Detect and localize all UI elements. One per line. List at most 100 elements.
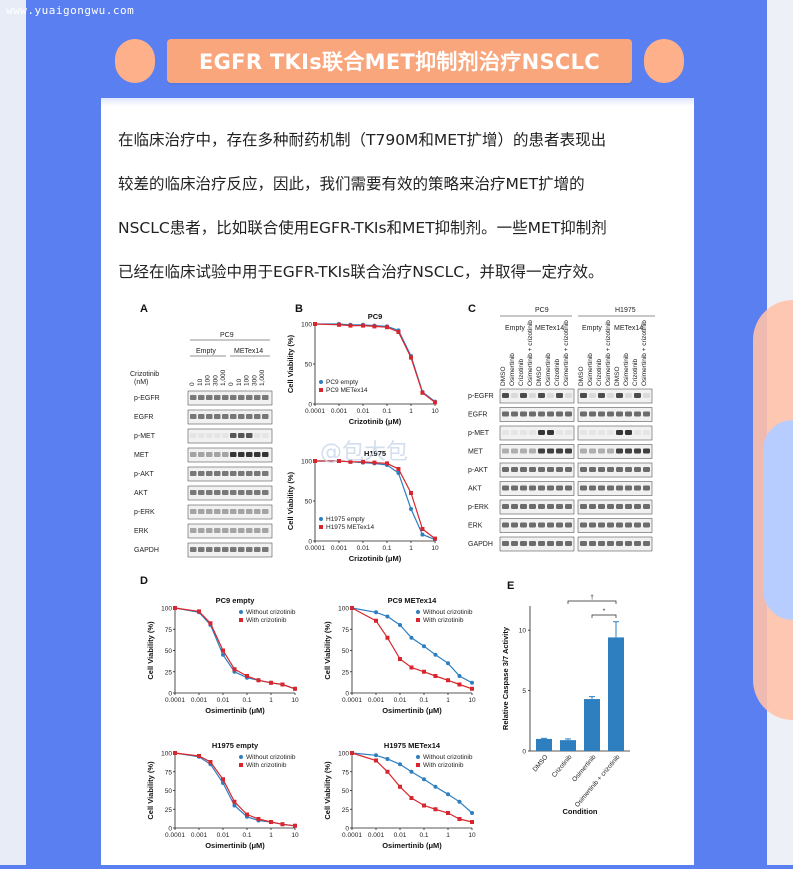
data-point — [245, 674, 249, 678]
data-point — [398, 784, 402, 789]
blot-band — [246, 490, 253, 495]
blot-band — [520, 411, 527, 417]
data-point — [422, 644, 426, 649]
card-top-shade — [101, 98, 694, 106]
x-tick-label: 0.1 — [419, 832, 428, 839]
treatment-label: DMSO — [500, 367, 507, 387]
x-tick-label: Osimertinib + crizotinib — [574, 754, 622, 809]
blot-label: p-EGFR — [468, 393, 494, 400]
data-point — [457, 817, 462, 821]
blot-band — [254, 528, 261, 533]
blot-label: p-MET — [134, 433, 156, 440]
data-point — [385, 614, 390, 619]
y-tick-label: 25 — [342, 807, 350, 814]
blot-band — [607, 448, 614, 454]
blot-band — [246, 414, 253, 419]
blot-band — [529, 430, 536, 435]
treatment-label: Osimertinib + crizotinib — [605, 320, 612, 386]
series-line — [351, 752, 473, 814]
blot-band — [529, 393, 536, 398]
y-axis-label: Cell Viability (%) — [323, 621, 332, 680]
blot-band — [206, 547, 213, 552]
x-tick-label: 0.01 — [217, 832, 230, 839]
blot-band — [520, 467, 527, 472]
series-line — [315, 460, 436, 540]
bar — [560, 740, 576, 751]
blot-band — [529, 504, 536, 509]
data-point — [232, 803, 237, 808]
data-point — [470, 680, 474, 685]
blot-band — [598, 504, 605, 509]
blot-band — [547, 522, 554, 528]
dose-tick: 100 — [244, 375, 251, 386]
x-tick-label: 0.0001 — [165, 697, 185, 704]
x-tick-label: 1 — [269, 832, 273, 839]
blot-band — [625, 522, 632, 528]
blot-band — [643, 541, 650, 546]
blot-band — [254, 452, 261, 457]
blot-band — [520, 485, 527, 491]
blot-band — [529, 541, 536, 546]
blot-band — [580, 522, 587, 528]
blot-band — [502, 541, 509, 546]
blot-band — [634, 411, 641, 417]
blot-band — [214, 547, 221, 552]
y-tick-label: 50 — [342, 648, 350, 655]
data-point — [313, 459, 317, 463]
blot-band — [238, 471, 245, 476]
blot-band — [634, 485, 641, 491]
data-point — [433, 674, 438, 678]
data-point — [280, 682, 285, 687]
legend-label: PC9 empty — [326, 379, 359, 386]
blot-band — [262, 509, 269, 514]
blot-band — [206, 528, 213, 533]
x-axis-label: Crizotinib (μM) — [349, 554, 402, 563]
blot-band — [230, 414, 237, 419]
panel-letter-e: E — [507, 580, 514, 592]
data-point — [422, 803, 426, 808]
blot-label: AKT — [134, 490, 148, 497]
data-point — [197, 754, 201, 758]
blot-band — [520, 430, 527, 435]
data-point — [208, 760, 213, 764]
x-tick-label: 0.001 — [368, 832, 385, 839]
blot-band — [607, 504, 614, 509]
blot-band — [643, 411, 650, 417]
y-tick-label: 25 — [165, 807, 173, 814]
dose-tick: 10 — [236, 378, 243, 386]
legend-label: Without crizotinib — [246, 609, 296, 616]
blot-band — [230, 452, 237, 457]
data-point — [470, 820, 474, 824]
blot-band — [206, 471, 213, 476]
blot-band — [529, 411, 536, 417]
dose-unit: (nM) — [134, 379, 148, 386]
group-label: METex14 — [614, 325, 643, 332]
bar — [584, 699, 600, 751]
data-point — [256, 678, 261, 683]
data-point — [385, 769, 390, 774]
x-tick-label: 0.001 — [331, 408, 348, 415]
blot-band — [607, 393, 614, 398]
x-axis-label: Osimertinib (μM) — [382, 841, 442, 850]
blot-frame — [499, 388, 575, 404]
data-point — [361, 323, 365, 328]
blot-band — [254, 414, 261, 419]
blot-band — [511, 485, 518, 491]
blot-band — [206, 490, 213, 495]
blot-band — [625, 393, 632, 398]
blot-band — [511, 448, 518, 454]
group-label: Empty — [582, 325, 602, 332]
blot-band — [634, 430, 641, 435]
y-tick-label: 50 — [165, 648, 173, 655]
x-tick-label: 10 — [431, 408, 439, 415]
legend-marker — [239, 763, 243, 767]
legend-label: Without crizotinib — [246, 754, 296, 761]
data-point — [398, 623, 402, 627]
y-tick-label: 100 — [338, 606, 349, 613]
data-point — [245, 812, 249, 817]
data-point — [293, 686, 297, 691]
blot-band — [616, 522, 623, 528]
y-tick-label: 75 — [342, 769, 350, 776]
data-point — [208, 621, 213, 626]
